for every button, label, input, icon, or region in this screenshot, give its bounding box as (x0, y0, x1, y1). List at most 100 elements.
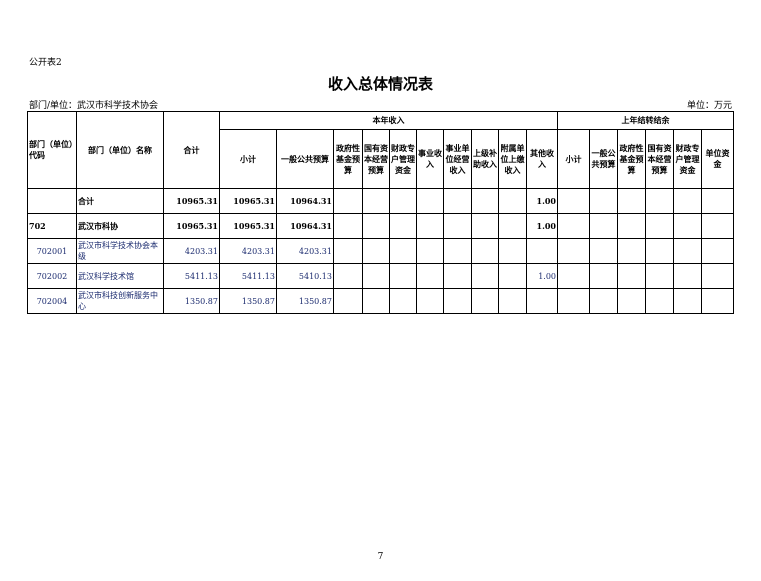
empty-cell (389, 188, 417, 214)
empty-cell (645, 188, 674, 214)
income-table: 部门（单位）代码 部门（单位）名称 合计 本年收入 上年结转结余 小计 一般公共预… (27, 111, 734, 314)
header-row-2: 小计 一般公共预算 政府性基金预算 国有资本经营预算 财政专户管理资金 事业收入 事业单位经… (28, 129, 734, 189)
code-cell: 702 (27, 213, 77, 239)
header-carryover: 上年结转结余 (557, 111, 734, 130)
other-income-cell (526, 238, 558, 264)
table-row: 702001 武汉市科学技术协会本级 4203.31 4203.31 4203.31 (27, 238, 734, 264)
empty-cell (701, 263, 734, 289)
empty-cell (673, 238, 702, 264)
empty-cell (557, 288, 590, 314)
empty-cell (443, 213, 472, 239)
header-current-7: 上级补助收入 (471, 129, 499, 189)
empty-cell (471, 288, 499, 314)
other-income-cell: 1.00 (526, 263, 558, 289)
empty-cell (443, 288, 472, 314)
empty-cell (557, 263, 590, 289)
empty-cell (389, 263, 417, 289)
header-current-2: 政府性基金预算 (333, 129, 363, 189)
empty-cell (589, 213, 618, 239)
other-income-cell: 1.00 (526, 188, 558, 214)
empty-cell (617, 188, 646, 214)
empty-cell (389, 288, 417, 314)
header-total: 合计 (163, 111, 220, 189)
empty-cell (416, 288, 444, 314)
empty-cell (673, 188, 702, 214)
subtotal-cell: 1350.87 (219, 288, 277, 314)
name-cell: 武汉市科技创新服务中心 (76, 288, 164, 314)
header-current-3: 国有资本经营预算 (362, 129, 390, 189)
department-label: 部门/单位：武汉市科学技术协会 (29, 101, 159, 111)
empty-cell (617, 238, 646, 264)
empty-cell (333, 263, 363, 289)
empty-cell (701, 238, 734, 264)
general-budget-cell: 4203.31 (276, 238, 334, 264)
empty-cell (589, 288, 618, 314)
empty-cell (673, 213, 702, 239)
empty-cell (362, 288, 390, 314)
header-code: 部门（单位）代码 (27, 111, 77, 189)
subtotal-cell: 10965.31 (219, 188, 277, 214)
code-cell: 702004 (27, 288, 77, 314)
empty-cell (416, 213, 444, 239)
empty-cell (333, 188, 363, 214)
empty-cell (362, 213, 390, 239)
header-name: 部门（单位）名称 (76, 111, 164, 189)
empty-cell (471, 188, 499, 214)
general-budget-cell: 5410.13 (276, 263, 334, 289)
header-carryover-4: 财政专户管理资金 (673, 129, 702, 189)
header-current-year: 本年收入 (219, 111, 558, 130)
unit-label: 单位：万元 (686, 101, 732, 111)
empty-cell (498, 263, 527, 289)
subtotal-cell: 5411.13 (219, 263, 277, 289)
empty-cell (443, 188, 472, 214)
empty-cell (673, 263, 702, 289)
empty-cell (471, 213, 499, 239)
header-carryover-5: 单位资金 (701, 129, 734, 189)
name-cell: 武汉市科协 (76, 213, 164, 239)
empty-cell (617, 288, 646, 314)
other-income-cell (526, 288, 558, 314)
name-cell: 武汉市科学技术协会本级 (76, 238, 164, 264)
empty-cell (589, 263, 618, 289)
empty-cell (389, 213, 417, 239)
header-carryover-3: 国有资本经营预算 (645, 129, 674, 189)
empty-cell (645, 213, 674, 239)
total-cell: 1350.87 (163, 288, 220, 314)
header-current-5: 事业收入 (416, 129, 444, 189)
empty-cell (389, 238, 417, 264)
empty-cell (557, 188, 590, 214)
table-row: 702 武汉市科协 10965.31 10965.31 10964.31 1.00 (27, 213, 734, 239)
empty-cell (362, 238, 390, 264)
total-cell: 10965.31 (163, 213, 220, 239)
header-carryover-1: 一般公共预算 (589, 129, 618, 189)
total-cell: 4203.31 (163, 238, 220, 264)
general-budget-cell: 1350.87 (276, 288, 334, 314)
general-budget-cell: 10964.31 (276, 213, 334, 239)
empty-cell (498, 188, 527, 214)
empty-cell (471, 238, 499, 264)
empty-cell (362, 263, 390, 289)
empty-cell (645, 238, 674, 264)
page-number: 7 (377, 552, 384, 562)
code-cell: 702002 (27, 263, 77, 289)
empty-cell (701, 288, 734, 314)
empty-cell (333, 213, 363, 239)
page-title: 收入总体情况表 (327, 75, 433, 93)
empty-cell (557, 238, 590, 264)
table-row: 702004 武汉市科技创新服务中心 1350.87 1350.87 1350.87 (27, 288, 734, 314)
empty-cell (333, 238, 363, 264)
other-income-cell: 1.00 (526, 213, 558, 239)
empty-cell (589, 188, 618, 214)
header-current-8: 附属单位上缴收入 (498, 129, 527, 189)
empty-cell (617, 213, 646, 239)
empty-cell (645, 263, 674, 289)
name-cell: 武汉科学技术馆 (76, 263, 164, 289)
empty-cell (645, 288, 674, 314)
empty-cell (498, 288, 527, 314)
empty-cell (498, 213, 527, 239)
empty-cell (673, 288, 702, 314)
header-current-1: 一般公共预算 (276, 129, 334, 189)
empty-cell (589, 238, 618, 264)
empty-cell (557, 213, 590, 239)
